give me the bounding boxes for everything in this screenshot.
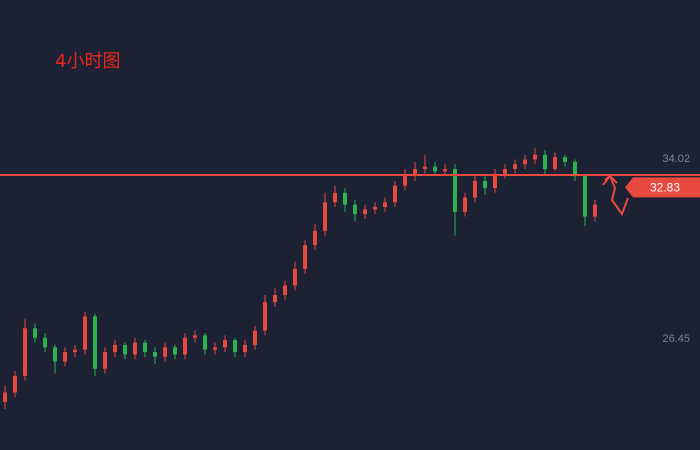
candle-body — [133, 342, 137, 355]
candle-body — [233, 340, 237, 353]
candle-body — [83, 316, 87, 350]
candle-body — [153, 352, 157, 357]
candle-body — [273, 295, 277, 303]
candle-body — [163, 347, 167, 357]
candle-body — [453, 169, 457, 212]
candle-body — [13, 375, 17, 393]
annotation-arrowhead — [602, 174, 618, 186]
candle-body — [93, 316, 97, 369]
candle-body — [543, 154, 547, 170]
candle-body — [183, 337, 187, 355]
candle-body — [423, 166, 427, 170]
candle-body — [393, 185, 397, 203]
candle-body — [193, 335, 197, 338]
candle-body — [533, 154, 537, 160]
candle-body — [403, 176, 407, 186]
candle-body — [373, 207, 377, 210]
candle-body — [283, 285, 287, 296]
candle-body — [103, 352, 107, 369]
candle-body — [53, 347, 57, 362]
candle-body — [263, 302, 267, 331]
candle-body — [433, 166, 437, 172]
candle-body — [63, 352, 67, 362]
candle-body — [593, 204, 597, 217]
candle-body — [343, 192, 347, 205]
candle-body — [413, 169, 417, 177]
price-tag-label: 32.83 — [650, 180, 680, 194]
candle-body — [253, 330, 257, 345]
candle-body — [123, 344, 127, 355]
candle-body — [313, 230, 317, 246]
candle-body — [363, 209, 367, 215]
candle-body — [243, 344, 247, 353]
candle-body — [203, 335, 207, 350]
candle-body — [523, 159, 527, 165]
candle-body — [3, 392, 7, 402]
y-tick-label: 34.02 — [662, 153, 690, 165]
candle-body — [223, 340, 227, 348]
candle-body — [493, 173, 497, 189]
candle-body — [323, 202, 327, 231]
candle-body — [303, 245, 307, 269]
candle-body — [293, 268, 297, 286]
candle-body — [483, 180, 487, 189]
candles — [3, 147, 597, 410]
candle-body — [463, 197, 467, 212]
candle-body — [503, 169, 507, 174]
candle-body — [23, 328, 27, 376]
candle-body — [473, 180, 477, 198]
price-tag — [625, 177, 700, 198]
candle-body — [143, 342, 147, 353]
y-tick-label: 26.45 — [662, 333, 690, 345]
candle-body — [213, 347, 217, 350]
candle-body — [383, 202, 387, 208]
candle-body — [573, 161, 577, 177]
candle-body — [563, 157, 567, 162]
chart-title: 4小时图 — [55, 51, 120, 72]
candle-body — [583, 176, 587, 217]
candle-body — [513, 164, 517, 170]
candle-body — [113, 344, 117, 353]
candle-body — [73, 349, 77, 353]
candle-body — [173, 347, 177, 355]
candle-body — [443, 169, 447, 172]
candle-body — [353, 204, 357, 215]
candle-body — [43, 337, 47, 348]
candle-body — [553, 157, 557, 170]
candle-body — [33, 328, 37, 338]
candle-body — [333, 192, 337, 203]
